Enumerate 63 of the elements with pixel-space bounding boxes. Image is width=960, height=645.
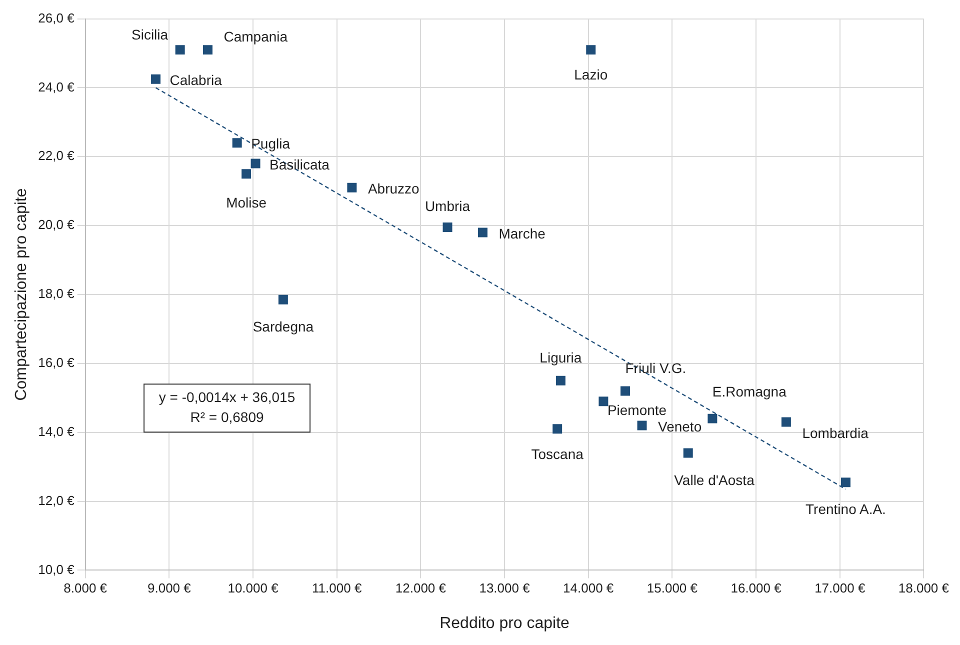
point [175,45,185,55]
x-tick-label: 17.000 € [814,580,866,596]
point [442,222,452,232]
point [708,414,718,424]
point [840,478,850,488]
annotation: Piemonte [607,402,667,418]
x-tick-label: 9.000 € [147,580,192,596]
x-tick-label: 18.000 € [898,580,950,596]
annotation: Trentino A.A. [806,501,886,518]
point [478,228,488,238]
x-tick-label: 15.000 € [646,580,698,596]
x-tick-label: 10.000 € [228,580,280,596]
x-tick-label: 8.000 € [64,580,108,596]
point [552,424,562,434]
annotation: Marche [498,225,546,242]
point [781,417,791,427]
x-tick-label: 16.000 € [730,580,782,596]
point [151,74,161,84]
x-tick-label: 14.000 € [563,580,614,596]
y-tick-label: 22,0 € [38,148,76,164]
annotation: Friuli V.G. [625,360,686,376]
annotation: Calabria [170,72,222,88]
x-axis-title: Reddito pro capite [440,614,570,632]
point [620,386,630,396]
annotation: Valle d'Aosta [674,472,755,488]
y-tick-label: 12,0 € [38,492,76,508]
annotation: Molise [226,194,267,211]
annotation: Veneto [658,418,702,434]
point [347,182,357,192]
annotation: Sardegna [252,318,314,335]
point [250,158,260,168]
point [637,420,647,430]
annotation: Sicilia [132,26,168,43]
point [683,448,693,458]
point [278,294,288,304]
point [586,45,596,55]
annotation: Puglia [251,136,290,152]
annotation: Umbria [424,198,470,214]
annotation: Lazio [574,66,608,83]
y-tick-label: 10,0 € [38,562,76,577]
y-tick-label: 18,0 € [38,286,76,302]
annotation: E.Romagna [712,383,787,400]
y-tick-label: 24,0 € [38,79,76,94]
point [203,45,212,55]
annotation: Abruzzo [368,180,420,197]
annotation: Basilicata [270,156,330,172]
annotation: Toscana [531,446,584,462]
x-tick-label: 11.000 € [312,580,362,596]
y-tick-label: 16,0 € [38,355,76,370]
point [598,396,608,406]
y-tick-label: 20,0 € [38,217,76,232]
y-tick-label: 14,0 € [38,424,76,439]
annotation: Campania [224,28,288,45]
annotation: y = -0,0014x + 36,015 R² = 0,6809 [158,388,296,425]
y-tick-label: 26,0 € [38,10,76,26]
annotation: Lombardia [802,424,869,441]
point [232,138,242,148]
point [242,169,252,179]
point [556,376,566,386]
annotation: Liguria [540,350,582,366]
x-tick-label: 13.000 € [479,580,531,596]
y-axis-title: Compartecipazione pro capite [13,188,30,401]
x-tick-label: 12.000 € [395,580,447,596]
